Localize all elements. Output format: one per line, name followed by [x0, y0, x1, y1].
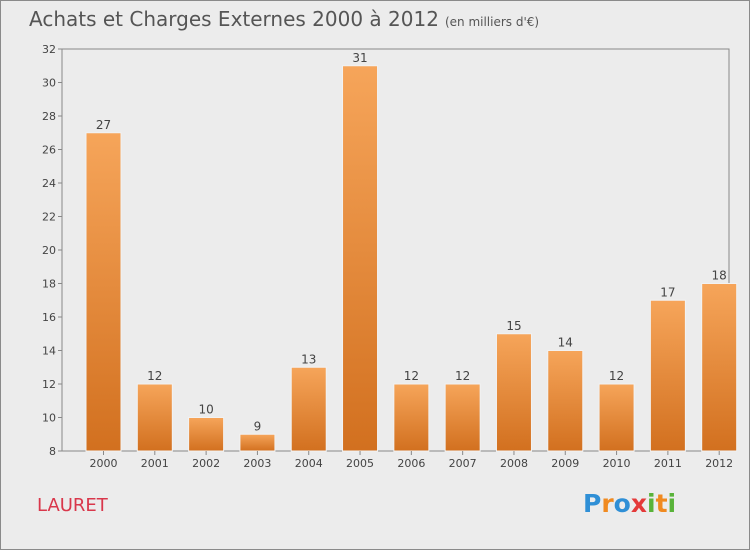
chart-title: Achats et Charges Externes 2000 à 2012 (e… [29, 7, 539, 31]
x-tick-label: 2012 [705, 457, 733, 470]
x-tick-label: 2002 [192, 457, 220, 470]
bar-2002 [188, 417, 225, 452]
bar-value-label: 9 [254, 419, 262, 433]
bar-2010 [598, 383, 635, 452]
bar-2000 [85, 132, 122, 452]
bar-2007 [444, 383, 481, 452]
commune-name: LAURET [37, 495, 108, 516]
bar-2006 [393, 383, 430, 452]
bar-value-label: 14 [558, 336, 573, 350]
y-tick-label: 26 [42, 144, 56, 157]
logo-letter: P [583, 489, 602, 518]
bar-2001 [136, 383, 173, 452]
bar-2004 [290, 366, 327, 452]
y-tick-label: 32 [42, 43, 56, 56]
logo-letter: i [647, 489, 656, 518]
x-tick-label: 2005 [346, 457, 374, 470]
chart-subtitle: (en milliers d'€) [444, 15, 540, 29]
y-axis: 8 10 12 14 16 18 20 22 24 26 28 30 32 [42, 43, 62, 458]
x-axis: 2000 2001 2002 2003 2004 2005 2006 2007 2008 2009… [90, 451, 733, 470]
bar-2008 [495, 333, 532, 452]
logo-letter: r [601, 489, 614, 518]
x-tick-label: 2004 [295, 457, 323, 470]
y-tick-label: 28 [42, 110, 56, 123]
x-tick-label: 2008 [500, 457, 528, 470]
y-tick-label: 12 [42, 378, 56, 391]
x-tick-label: 2011 [654, 457, 682, 470]
bars: 27 12 10 9 13 31 12 12 15 14 12 17 18 [85, 51, 738, 452]
y-tick-label: 18 [42, 278, 56, 291]
bar-2012 [701, 283, 738, 452]
chart-title-text: Achats et Charges Externes 2000 à 2012 [29, 7, 439, 31]
x-tick-label: 2007 [449, 457, 477, 470]
bar-2011 [649, 299, 686, 452]
y-tick-label: 22 [42, 211, 56, 224]
logo-letter: i [667, 489, 677, 518]
y-tick-label: 24 [42, 177, 56, 190]
bar-value-label: 17 [660, 285, 675, 299]
x-tick-label: 2003 [243, 457, 271, 470]
bar-value-label: 27 [96, 118, 111, 132]
y-tick-label: 10 [42, 412, 56, 425]
y-tick-label: 14 [42, 345, 56, 358]
bar-value-label: 31 [352, 51, 367, 65]
logo-letter: o [613, 489, 631, 518]
bar-value-label: 13 [301, 352, 316, 366]
y-tick-label: 20 [42, 244, 56, 257]
bar-2005 [342, 65, 379, 452]
logo-letter: x [630, 489, 647, 518]
logo-letter: t [655, 489, 668, 518]
y-tick-label: 30 [42, 77, 56, 90]
x-tick-label: 2000 [90, 457, 118, 470]
x-tick-label: 2010 [603, 457, 631, 470]
bar-value-label: 12 [455, 369, 470, 383]
bar-value-label: 18 [712, 269, 727, 283]
bar-value-label: 12 [609, 369, 624, 383]
proxiti-logo[interactable]: Proxiti [583, 489, 676, 518]
y-tick-label: 8 [49, 445, 56, 458]
bar-value-label: 12 [404, 369, 419, 383]
x-tick-label: 2009 [551, 457, 579, 470]
bar-value-label: 15 [506, 319, 521, 333]
bar-2009 [547, 350, 584, 452]
x-tick-label: 2006 [397, 457, 425, 470]
y-tick-label: 16 [42, 311, 56, 324]
x-tick-label: 2001 [141, 457, 169, 470]
bar-value-label: 12 [147, 369, 162, 383]
bar-2003 [239, 433, 276, 452]
bar-value-label: 10 [198, 403, 213, 417]
